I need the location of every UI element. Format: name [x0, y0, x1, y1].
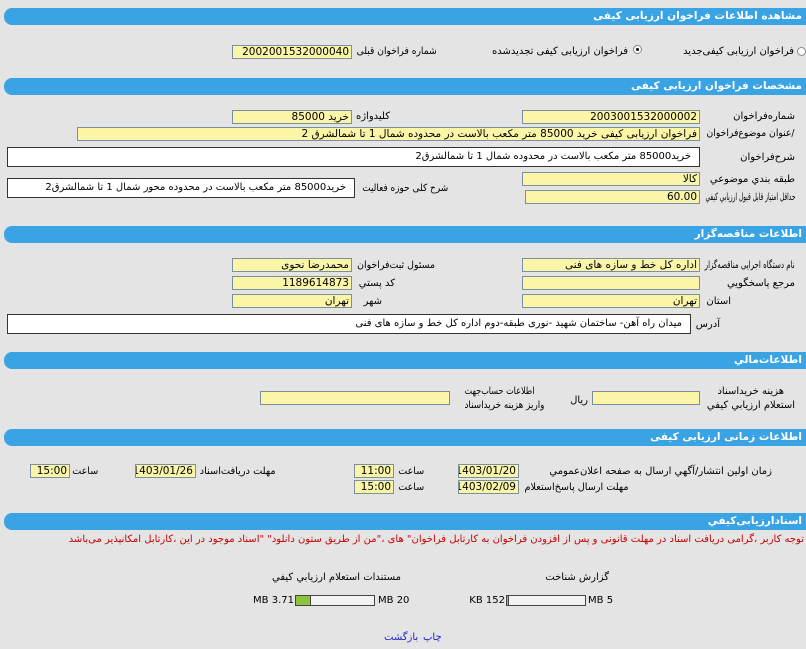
city-label: شهر — [363, 296, 382, 307]
doc-label-report: گزارش شناخت — [545, 572, 609, 583]
radio-new-label: فراخوان ارزیابی کیفی‌جدید — [683, 46, 794, 57]
prev-number-label: شماره فراخوان قبلی — [356, 46, 437, 57]
keyword-label: کلیدواژه — [355, 111, 390, 122]
desc-box: خرید85000 متر مکعب بالاست در محدوده شمال… — [7, 147, 700, 167]
doc-progress-inquiry — [295, 595, 375, 606]
docs-notice: توجه کاربر ،گرامی دریافت اسناد در مهلت ق… — [68, 534, 804, 545]
section-org-header: اطلاعات مناقصه‌گزار — [4, 226, 806, 243]
print-link[interactable]: چاپ — [423, 632, 442, 643]
subject-field[interactable]: فراخوان ارزیابی کیفی خرید 85000 متر مکعب… — [77, 127, 700, 141]
min-score-field[interactable]: 60.00 — [525, 190, 700, 204]
doc-progress-report — [506, 595, 586, 606]
category-label: طبقه بندي موضوعي — [709, 174, 795, 185]
subject-label: /عنوان موضوع‌فراخوان — [707, 128, 795, 139]
publish-date-field[interactable]: 1403/01/20 — [458, 464, 519, 478]
receive-date-field[interactable]: 1403/01/26 — [135, 464, 196, 478]
page-header: مشاهده اطلاعات فراخوان ارزیابی کیفی — [4, 8, 806, 25]
response-label: مهلت ارسال پاسخ‌استعلام — [524, 482, 629, 493]
back-link[interactable]: بازگشت — [384, 632, 419, 643]
number-label: شماره‌فراخوان — [733, 111, 795, 122]
fee-label-2: استعلام ارزيابي کيفي — [706, 400, 795, 411]
ref-field[interactable] — [522, 276, 700, 290]
agency-label: نام دستگاه اجرایی مناقصه‌گزار — [704, 260, 795, 271]
currency-label: ریال — [570, 395, 588, 406]
ref-label: مرجع پاسخگويي — [726, 278, 795, 289]
registrar-field[interactable]: محمدرضا نحوی — [232, 258, 352, 272]
response-time-field[interactable]: 15:00 — [354, 480, 394, 494]
account-field[interactable] — [260, 391, 450, 405]
number-field[interactable]: 2003001532000002 — [522, 110, 700, 124]
keyword-field[interactable]: خرید 85000 — [232, 110, 352, 124]
response-time-label: ساعت — [398, 482, 424, 493]
progress-fill — [507, 596, 510, 605]
account-label-2: واریز هزینه خریداسناد — [464, 400, 544, 411]
section-spec-header: مشخصات فراخوان ارزیابی کیفی — [4, 78, 806, 95]
progress-fill — [296, 596, 311, 605]
province-field[interactable]: تهران — [522, 294, 700, 308]
doc-max-inquiry: 20 MB — [378, 595, 410, 606]
address-label: آدرس — [695, 319, 720, 330]
registrar-label: مسئول ثبت‌فراخوان — [356, 260, 435, 271]
publish-time-label: ساعت — [398, 466, 424, 477]
radio-new-call[interactable] — [797, 47, 806, 56]
min-score-label: حداقل امتیاز قابل قبول ارزیابي کیفي — [705, 192, 795, 203]
address-box: میدان راه آهن- ساختمان شهید -نوری طبقه-د… — [7, 314, 691, 334]
account-label-1: اطلاعات حساب‌جهت — [464, 386, 534, 397]
receive-time-label: ساعت — [72, 466, 98, 477]
radio-renewed-call[interactable] — [633, 45, 642, 54]
doc-label-inquiry: مستندات استعلام ارزيابي کيفي — [271, 572, 401, 583]
section-finance-header: اطلاعات‌مالي — [4, 352, 806, 369]
radio-renewed-label: فراخوان ارزیابی کیفی تجدیدشده — [491, 46, 628, 57]
postal-label: کد پستي — [358, 278, 395, 289]
publish-label: زمان اولین انتشار/آگهي ارسال به صفحه اعل… — [549, 466, 772, 477]
category-field[interactable]: کالا — [522, 172, 700, 186]
scope-box: خرید85000 متر مکعب بالاست در محدوده محور… — [7, 178, 355, 198]
fee-label-1: هزینه خریداسناد — [717, 386, 784, 397]
agency-field[interactable]: اداره کل خط و سازه های فنی — [522, 258, 700, 272]
publish-time-field[interactable]: 11:00 — [354, 464, 394, 478]
city-field[interactable]: تهران — [232, 294, 352, 308]
postal-field[interactable]: 1189614873 — [232, 276, 352, 290]
receive-label: مهلت دریافت‌اسناد — [200, 466, 276, 477]
desc-label: شرح‌فراخوان — [740, 152, 795, 163]
section-timing-header: اطلاعات زمانی ارزیابی کیفی — [4, 429, 806, 446]
doc-max-report: 5 MB — [588, 595, 614, 606]
province-label: استان — [706, 296, 731, 307]
prev-number-field[interactable]: 2002001532000040 — [232, 45, 352, 59]
fee-field[interactable] — [592, 391, 700, 405]
scope-label: شرح کلی حوزه فعالیت — [361, 183, 448, 194]
response-date-field[interactable]: 1403/02/09 — [458, 480, 519, 494]
section-docs-header: اسنادارزیابی‌کیفي — [4, 513, 806, 530]
doc-used-report: 152 KB — [469, 595, 505, 606]
doc-used-inquiry: 3.71 MB — [253, 595, 294, 606]
receive-time-field[interactable]: 15:00 — [30, 464, 70, 478]
